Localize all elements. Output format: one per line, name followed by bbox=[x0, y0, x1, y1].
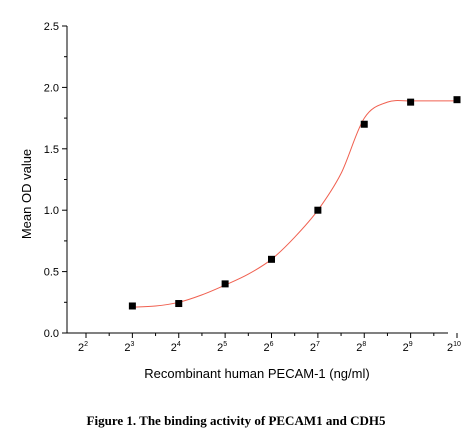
x-tick-label: 28 bbox=[356, 341, 366, 354]
x-tick-label: 26 bbox=[263, 341, 273, 354]
x-tick-label: 25 bbox=[217, 341, 227, 354]
data-point bbox=[407, 98, 415, 106]
x-tick-label: 23 bbox=[124, 341, 134, 354]
x-tick-label: 29 bbox=[403, 341, 413, 354]
x-tick-label: 27 bbox=[310, 341, 320, 354]
y-tick-label: 1.0 bbox=[44, 205, 59, 217]
x-axis-title: Recombinant human PECAM-1 (ng/ml) bbox=[144, 366, 369, 381]
y-tick-label: 2.0 bbox=[44, 82, 59, 94]
y-axis-title: Mean OD value bbox=[19, 149, 34, 239]
data-point bbox=[175, 300, 183, 308]
x-ticks: 22 23 24 25 26 27 28 29 210 bbox=[78, 333, 461, 354]
y-tick-label: 0.0 bbox=[44, 328, 59, 340]
x-tick-label: 22 bbox=[78, 341, 88, 354]
y-tick-label: 0.5 bbox=[44, 267, 59, 279]
axes bbox=[66, 26, 448, 334]
y-ticks: 0.0 0.5 1.0 1.5 2.0 2.5 bbox=[44, 21, 67, 340]
y-tick-label: 2.5 bbox=[44, 21, 59, 33]
figure-caption: Figure 1. The binding activity of PECAM1… bbox=[87, 413, 386, 428]
data-point bbox=[453, 96, 461, 104]
data-point bbox=[314, 206, 322, 214]
x-tick-label: 24 bbox=[171, 341, 181, 354]
data-point bbox=[221, 280, 229, 288]
y-tick-label: 1.5 bbox=[44, 144, 59, 156]
data-point bbox=[128, 302, 136, 310]
x-tick-label: 210 bbox=[447, 341, 461, 354]
data-point bbox=[360, 120, 368, 128]
data-points bbox=[128, 96, 461, 310]
fit-curve bbox=[132, 100, 457, 308]
data-point bbox=[268, 255, 275, 263]
